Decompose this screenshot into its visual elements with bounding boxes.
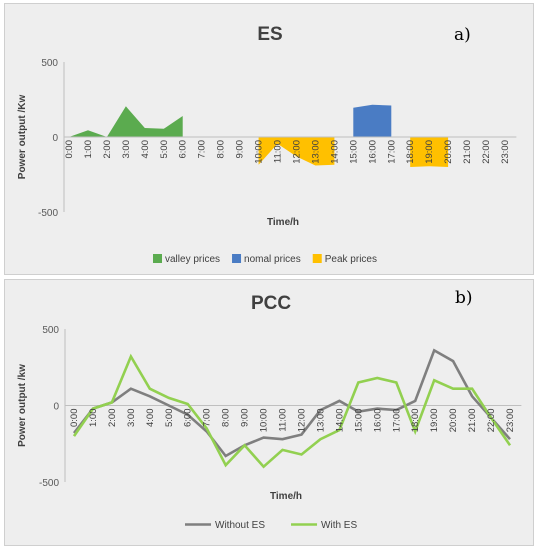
legend-label: Peak prices bbox=[325, 254, 377, 265]
chart-title: PCC bbox=[251, 293, 291, 314]
x-tick-label: 7:00 bbox=[202, 409, 213, 428]
x-tick-label: 19:00 bbox=[429, 409, 440, 433]
legend-item-peak-prices: Peak prices bbox=[312, 254, 377, 265]
x-tick-label: 11:00 bbox=[278, 409, 289, 432]
x-tick-label: 1:00 bbox=[88, 409, 99, 428]
legend-label: Without ES bbox=[215, 520, 265, 531]
legend: Without ES With ES bbox=[185, 520, 357, 531]
x-tick-label: 9:00 bbox=[240, 409, 251, 428]
x-tick-label: 10:00 bbox=[259, 409, 270, 433]
legend-item-valley-prices: valley prices bbox=[153, 254, 220, 265]
y-axis-label: Power output /kw bbox=[17, 364, 28, 447]
area-nomal-prices bbox=[353, 104, 392, 137]
x-tick-label: 3:00 bbox=[126, 409, 137, 428]
x-tick-label: 12:00 bbox=[291, 140, 302, 164]
x-tick-label: 21:00 bbox=[467, 409, 478, 433]
x-tick-label: 6:00 bbox=[183, 409, 194, 428]
y-tick-label: 0 bbox=[52, 133, 58, 144]
pcc-chart: PCC b) 500 0 -500 0:00 1:00 2:00 3:00 4:00 5:00 6:0… bbox=[17, 288, 522, 531]
legend-item-nomal-prices: nomal prices bbox=[232, 254, 301, 265]
legend-item-without-es: Without ES bbox=[185, 520, 265, 531]
x-tick-label: 23:00 bbox=[505, 409, 516, 433]
legend-label: With ES bbox=[321, 520, 357, 531]
x-tick-label: 16:00 bbox=[367, 140, 378, 164]
line-with-es bbox=[72, 353, 512, 469]
x-tick-label: 17:00 bbox=[386, 140, 397, 164]
x-tick-label: 10:00 bbox=[254, 140, 265, 164]
x-tick-label: 0:00 bbox=[69, 409, 80, 428]
x-tick-label: 19:00 bbox=[424, 140, 435, 164]
x-tick-label: 20:00 bbox=[443, 140, 454, 164]
y-tick-label: 500 bbox=[42, 325, 59, 336]
x-tick-label: 18:00 bbox=[410, 409, 421, 433]
chart-title: ES bbox=[257, 24, 282, 45]
x-tick-label: 14:00 bbox=[334, 409, 345, 433]
y-tick-label: 500 bbox=[41, 58, 58, 69]
x-tick-label: 7:00 bbox=[197, 140, 208, 159]
x-tick-label: 0:00 bbox=[64, 140, 75, 159]
x-tick-label: 13:00 bbox=[315, 409, 326, 433]
legend-swatch bbox=[312, 254, 322, 263]
legend-label: valley prices bbox=[165, 254, 220, 265]
y-tick-label: -500 bbox=[39, 478, 59, 489]
x-tick-label: 15:00 bbox=[348, 140, 359, 164]
x-tick-label: 5:00 bbox=[164, 409, 175, 428]
panel-label: b) bbox=[455, 288, 473, 308]
legend: valley prices nomal prices Peak prices bbox=[153, 254, 377, 265]
x-tick-label: 1:00 bbox=[83, 140, 94, 159]
x-tick-label: 6:00 bbox=[178, 140, 189, 159]
x-tick-label: 2:00 bbox=[107, 409, 118, 428]
x-tick-label: 14:00 bbox=[329, 140, 340, 164]
y-tick-label: -500 bbox=[38, 208, 58, 219]
x-axis-label: Time/h bbox=[267, 217, 299, 228]
x-tick-label: 21:00 bbox=[462, 140, 473, 164]
x-tick-label: 20:00 bbox=[448, 409, 459, 433]
y-axis-label: Power output /Kw bbox=[17, 95, 28, 180]
x-tick-label: 4:00 bbox=[145, 409, 156, 428]
legend-item-with-es: With ES bbox=[291, 520, 357, 531]
x-tick-label: 22:00 bbox=[481, 140, 492, 164]
x-tick-label: 3:00 bbox=[121, 140, 132, 159]
area-peak-prices bbox=[410, 137, 449, 167]
x-tick-label: 13:00 bbox=[310, 140, 321, 164]
x-tick-label: 16:00 bbox=[372, 409, 383, 433]
es-chart: ES a) 500 0 -500 0:00 1:00 2:00 3:00 4:00 5:00 6:00… bbox=[17, 24, 517, 265]
x-tick-label: 15:00 bbox=[353, 409, 364, 433]
legend-swatch bbox=[153, 254, 162, 263]
es-chart-panel: ES a) 500 0 -500 0:00 1:00 2:00 3:00 4:00 5:00 6:00… bbox=[4, 3, 534, 275]
x-tick-label: 5:00 bbox=[159, 140, 170, 159]
x-tick-label: 18:00 bbox=[405, 140, 416, 164]
x-tick-label: 8:00 bbox=[221, 409, 232, 428]
x-tick-label: 11:00 bbox=[273, 140, 284, 163]
legend-swatch bbox=[232, 254, 242, 263]
pcc-chart-panel: PCC b) 500 0 -500 0:00 1:00 2:00 3:00 4:00 5:00 6:0… bbox=[4, 279, 534, 546]
x-tick-label: 17:00 bbox=[391, 409, 402, 433]
x-tick-label: 9:00 bbox=[235, 140, 246, 159]
x-tick-label: 22:00 bbox=[486, 408, 497, 432]
area-valley-prices bbox=[69, 106, 183, 137]
x-tick-label: 2:00 bbox=[102, 140, 113, 159]
x-tick-label: 23:00 bbox=[500, 140, 511, 164]
x-tick-label: 8:00 bbox=[216, 140, 227, 159]
panel-label: a) bbox=[454, 25, 471, 45]
area-peak-prices bbox=[258, 137, 335, 166]
x-tick-label: 4:00 bbox=[140, 140, 151, 159]
x-tick-label: 12:00 bbox=[296, 409, 307, 433]
x-axis-label: Time/h bbox=[270, 491, 302, 502]
y-tick-label: 0 bbox=[53, 402, 59, 413]
line-without-es bbox=[72, 348, 511, 458]
legend-label: nomal prices bbox=[244, 254, 301, 265]
